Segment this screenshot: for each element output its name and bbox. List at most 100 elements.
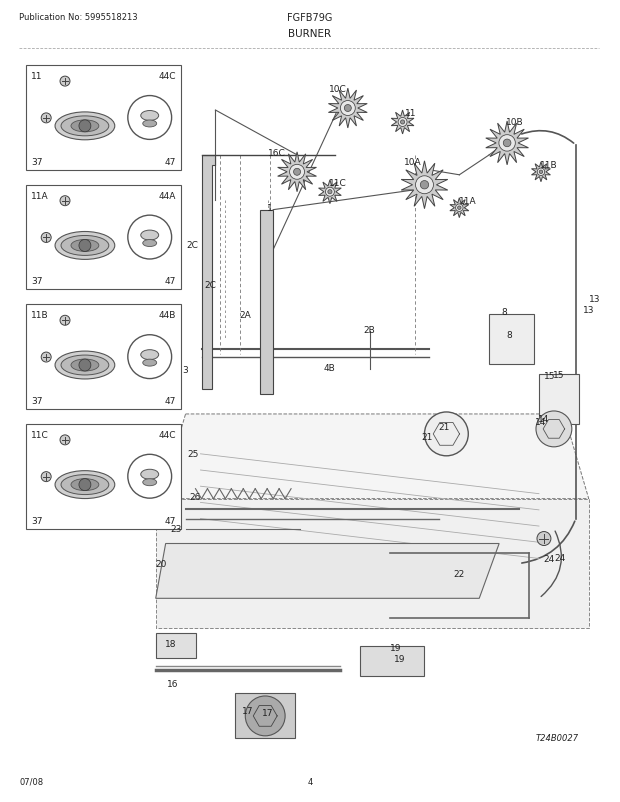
Circle shape [503,140,511,148]
Ellipse shape [143,241,157,247]
Ellipse shape [55,233,115,260]
Circle shape [60,316,70,326]
Circle shape [128,216,172,260]
Ellipse shape [61,475,108,495]
Ellipse shape [71,240,99,252]
Bar [26,305,180,410]
Polygon shape [161,415,589,499]
Bar [156,634,195,658]
Circle shape [398,119,407,128]
Circle shape [344,105,352,112]
Circle shape [41,353,51,363]
Circle shape [425,412,468,456]
Circle shape [499,136,515,152]
Text: Publication No: 5995518213: Publication No: 5995518213 [19,14,138,22]
Ellipse shape [61,355,108,375]
Circle shape [415,176,433,194]
Circle shape [290,165,304,180]
Circle shape [537,532,551,546]
Text: 8: 8 [506,330,512,339]
Text: 8: 8 [501,308,507,317]
Polygon shape [531,163,551,183]
Text: BURNER: BURNER [288,29,332,39]
Text: 1: 1 [267,204,273,213]
Text: 16: 16 [167,678,179,687]
Circle shape [458,207,461,210]
Circle shape [79,359,91,371]
Polygon shape [401,162,448,209]
Text: 10A: 10A [404,158,422,167]
Text: 21: 21 [439,423,450,431]
Text: T24B0027: T24B0027 [536,733,579,742]
Ellipse shape [143,479,157,486]
Text: eplacementParts.com: eplacementParts.com [242,463,378,476]
Polygon shape [485,122,528,165]
Text: 19: 19 [389,643,401,652]
Circle shape [537,169,545,176]
Text: 24: 24 [543,554,554,563]
Text: 2B: 2B [364,326,376,334]
Circle shape [128,96,172,140]
Text: 11A: 11A [31,192,49,200]
Polygon shape [391,111,414,135]
Circle shape [456,205,463,213]
Polygon shape [156,544,499,598]
Text: 47: 47 [164,516,175,525]
Bar [26,424,180,529]
Text: 11A: 11A [458,196,476,205]
Text: FGFB79G: FGFB79G [287,14,333,23]
Text: 14: 14 [535,417,546,427]
Ellipse shape [71,121,99,132]
Circle shape [420,181,428,190]
Text: 23: 23 [170,525,181,533]
Text: 24: 24 [554,553,565,563]
Text: 15: 15 [553,371,565,379]
Text: 44C: 44C [158,431,175,439]
Text: 20: 20 [155,559,166,569]
Text: 47: 47 [164,277,175,286]
Ellipse shape [55,471,115,499]
Bar [26,66,180,171]
Circle shape [128,335,172,379]
Bar [360,646,425,676]
Circle shape [246,696,285,736]
Bar [236,693,295,738]
Circle shape [328,190,332,195]
Text: 11C: 11C [329,179,347,188]
Ellipse shape [143,359,157,367]
Text: 11: 11 [405,109,416,118]
Text: 13: 13 [589,295,600,304]
Text: 4B: 4B [324,363,336,372]
Polygon shape [329,89,367,129]
Circle shape [536,411,572,448]
Circle shape [340,101,355,116]
Text: 17: 17 [262,708,274,718]
Text: 21: 21 [422,433,433,442]
Circle shape [60,77,70,87]
Circle shape [79,479,91,491]
Circle shape [60,435,70,445]
Text: 19: 19 [394,654,405,662]
Ellipse shape [55,351,115,379]
Ellipse shape [141,231,159,241]
Text: 37: 37 [31,516,43,525]
Circle shape [294,169,301,176]
Text: 2A: 2A [239,310,251,319]
Text: 10C: 10C [329,85,347,94]
Ellipse shape [141,111,159,121]
Text: 11B: 11B [31,311,49,320]
Polygon shape [319,180,341,205]
Text: 44B: 44B [158,311,175,320]
Bar [489,315,534,365]
Circle shape [326,188,334,197]
Text: 17: 17 [242,706,254,715]
Text: 44A: 44A [158,192,175,200]
Polygon shape [278,152,316,192]
Circle shape [79,121,91,132]
Circle shape [128,455,172,499]
Circle shape [41,472,51,482]
Text: 37: 37 [31,396,43,406]
Text: 11B: 11B [540,160,558,170]
Text: 25: 25 [188,450,199,459]
Bar [539,375,579,424]
